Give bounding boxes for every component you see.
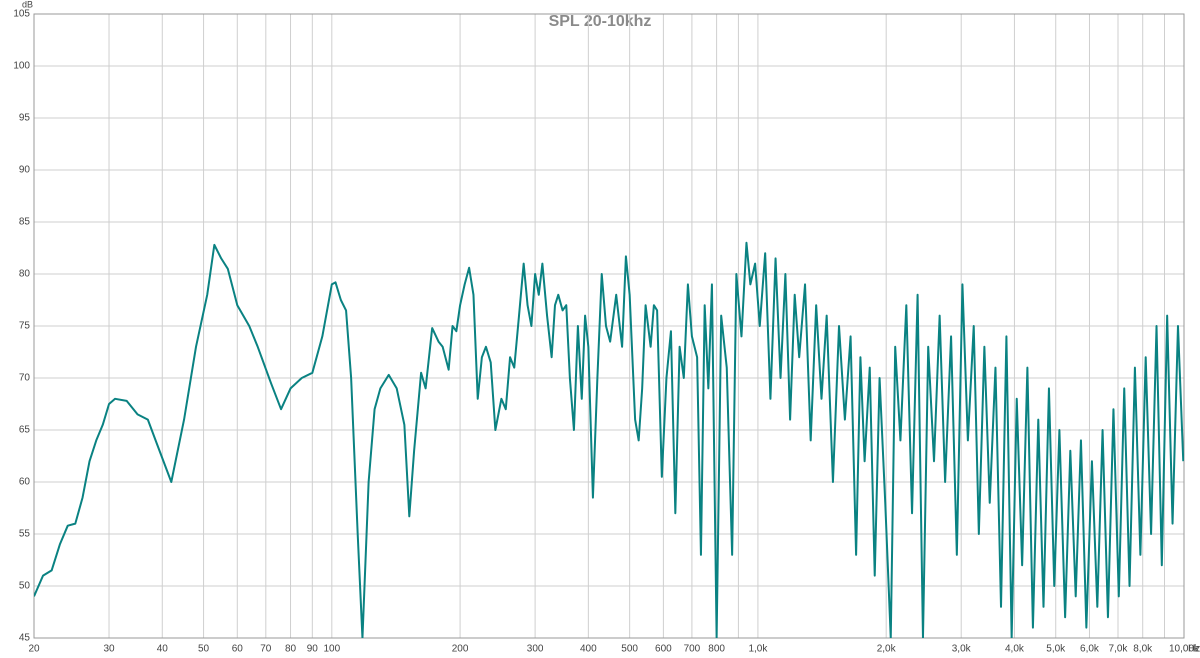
x-tick-label: 800 bbox=[708, 644, 725, 655]
x-tick-label: 2,0k bbox=[877, 644, 897, 655]
x-tick-label: 4,0k bbox=[1005, 644, 1025, 655]
y-tick-label: 90 bbox=[19, 165, 31, 176]
x-tick-label: 100 bbox=[323, 644, 340, 655]
x-tick-label: 10,00k bbox=[1169, 644, 1200, 655]
y-tick-label: 45 bbox=[19, 633, 31, 644]
x-tick-label: 90 bbox=[307, 644, 319, 655]
plot-frame bbox=[33, 13, 1185, 639]
x-tick-label: 600 bbox=[655, 644, 672, 655]
x-tick-label: 200 bbox=[452, 644, 469, 655]
y-tick-label: 85 bbox=[19, 217, 31, 228]
y-tick-label: 95 bbox=[19, 113, 31, 124]
x-tick-label: 8,0k bbox=[1133, 644, 1153, 655]
y-tick-label: 50 bbox=[19, 581, 31, 592]
x-tick-label: 1,0k bbox=[748, 644, 768, 655]
spl-line bbox=[34, 241, 1184, 638]
x-tick-label: 50 bbox=[198, 644, 210, 655]
y-tick-label: 80 bbox=[19, 269, 31, 280]
x-tick-label: 30 bbox=[103, 644, 115, 655]
y-tick-label: 100 bbox=[13, 61, 30, 72]
x-tick-label: 20 bbox=[28, 644, 40, 655]
x-tick-label: 6,0k bbox=[1080, 644, 1100, 655]
x-tick-label: 7,0k bbox=[1109, 644, 1129, 655]
x-tick-label: 5,0k bbox=[1046, 644, 1066, 655]
y-tick-label: 65 bbox=[19, 425, 31, 436]
x-tick-label: 300 bbox=[527, 644, 544, 655]
y-tick-label: 60 bbox=[19, 477, 31, 488]
x-tick-label: 60 bbox=[232, 644, 244, 655]
y-tick-label: 75 bbox=[19, 321, 31, 332]
y-tick-label: 70 bbox=[19, 373, 31, 384]
x-tick-label: 40 bbox=[157, 644, 169, 655]
y-tick-label: 55 bbox=[19, 529, 31, 540]
chart-title: SPL 20-10khz bbox=[549, 13, 652, 30]
x-tick-label: 500 bbox=[621, 644, 638, 655]
x-tick-label: 3,0k bbox=[952, 644, 972, 655]
x-tick-label: 700 bbox=[684, 644, 701, 655]
x-tick-label: 400 bbox=[580, 644, 597, 655]
x-axis-label: Hz bbox=[1188, 644, 1200, 655]
y-tick-label: 105 bbox=[13, 9, 30, 20]
y-axis-label: dB bbox=[22, 0, 33, 9]
x-tick-label: 80 bbox=[285, 644, 297, 655]
x-tick-label: 70 bbox=[260, 644, 272, 655]
